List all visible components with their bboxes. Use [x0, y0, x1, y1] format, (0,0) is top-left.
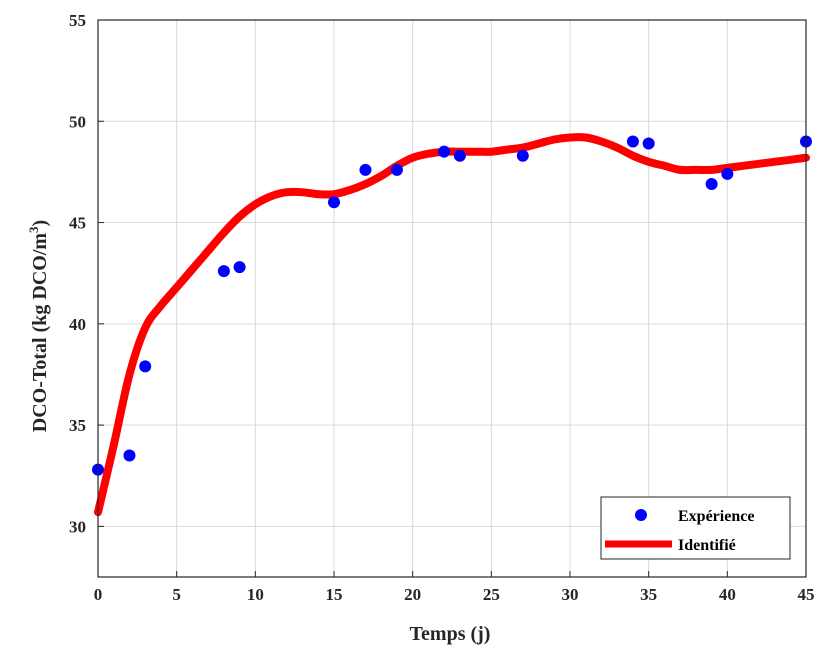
- x-tick-label: 35: [640, 585, 657, 604]
- data-point-experience: [217, 265, 230, 278]
- y-tick-label: 45: [69, 214, 86, 233]
- tick-labels: 0 5 10 15 20 25 30 35 40 45 30 35 40 45 50 55: [69, 11, 815, 604]
- x-tick-label: 40: [719, 585, 736, 604]
- x-tick-label: 15: [326, 585, 343, 604]
- y-tick-label: 30: [69, 517, 86, 536]
- y-tick-label: 35: [69, 416, 86, 435]
- y-tick-label: 55: [69, 11, 86, 30]
- y-tick-label: 50: [69, 112, 86, 131]
- data-point-experience: [453, 149, 466, 162]
- x-tick-label: 20: [404, 585, 421, 604]
- data-point-experience: [438, 145, 451, 158]
- x-tick-label: 5: [172, 585, 181, 604]
- legend: Expérience Identifié: [600, 496, 791, 560]
- x-tick-label: 25: [483, 585, 500, 604]
- x-tick-label: 10: [247, 585, 264, 604]
- data-point-experience: [705, 178, 718, 191]
- y-axis-label-main: DCO-Total (kg DCO/m: [29, 233, 51, 433]
- y-axis-label-close: ): [29, 220, 51, 227]
- data-point-experience: [642, 137, 655, 150]
- data-point-experience: [123, 449, 136, 462]
- y-axis-label: DCO-Total (kg DCO/m3): [26, 220, 51, 432]
- data-point-experience: [516, 149, 529, 162]
- y-axis-label-superscript: 3: [26, 226, 41, 233]
- plot-frame: [97, 19, 807, 578]
- series-line-identifie: [94, 133, 810, 517]
- legend-label-experience: Expérience: [678, 508, 754, 525]
- x-tick-label: 45: [798, 585, 815, 604]
- plot-area: [92, 133, 812, 517]
- data-point-experience: [233, 261, 246, 274]
- legend-label-identifie: Identifié: [678, 537, 736, 554]
- legend-box: [600, 496, 791, 560]
- x-tick-label: 0: [94, 585, 103, 604]
- data-point-experience: [139, 360, 152, 373]
- data-point-experience: [328, 196, 340, 209]
- data-point-experience: [721, 167, 734, 180]
- grid: [97, 19, 807, 577]
- data-point-experience: [626, 135, 639, 148]
- data-point-experience: [390, 163, 403, 176]
- legend-marker-experience: [635, 509, 647, 521]
- x-axis-label: Temps (j): [410, 623, 491, 645]
- y-tick-label: 40: [69, 315, 86, 334]
- x-tick-label: 30: [562, 585, 579, 604]
- data-point-experience: [359, 163, 372, 176]
- tick-marks: [97, 19, 807, 577]
